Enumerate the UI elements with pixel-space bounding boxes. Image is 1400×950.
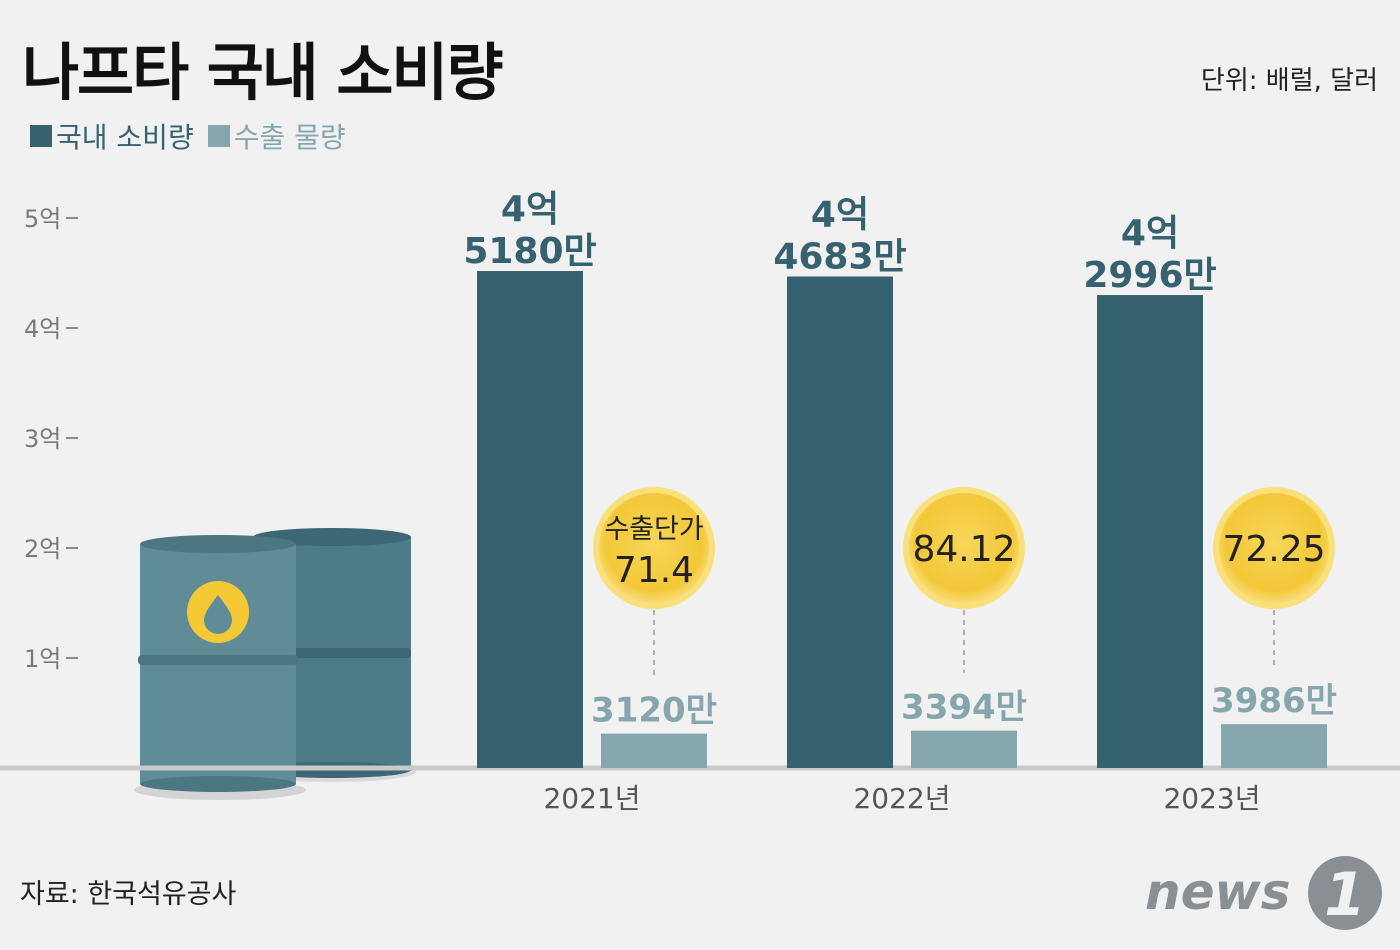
- bar-domestic-label-2: 2996만: [1083, 255, 1216, 296]
- bar-domestic: [1097, 295, 1203, 768]
- y-tick-label: 3억: [24, 425, 61, 453]
- x-tick-label: 2021년: [543, 782, 640, 815]
- bar-domestic-label-1: 4억: [1121, 213, 1179, 254]
- bar-domestic-label-1: 4억: [811, 194, 869, 235]
- price-caption: 수출단가: [604, 514, 703, 545]
- legend-label-domestic: 국내 소비량: [56, 121, 194, 154]
- source-label: 자료: 한국석유공사: [20, 879, 237, 910]
- news1-logo: news 1: [1145, 856, 1382, 930]
- y-tick-label: 4억: [24, 315, 61, 343]
- price-value: 84.12: [912, 529, 1015, 570]
- y-tick-label: 1억: [24, 645, 61, 673]
- oil-barrels-icon: [134, 528, 416, 800]
- legend-item-export: 수출 물량: [207, 116, 346, 156]
- y-tick-label: 2억: [24, 535, 61, 563]
- x-tick-label: 2022년: [853, 782, 950, 815]
- price-coin: [1219, 493, 1329, 603]
- legend: 국내 소비량 수출 물량: [30, 116, 360, 156]
- price-coin: [909, 493, 1019, 603]
- unit-label: 단위: 배럴, 달러: [1200, 66, 1378, 96]
- bar-domestic-label-2: 5180만: [463, 231, 596, 272]
- svg-text:news: news: [1145, 863, 1290, 921]
- bar-export-label: 3120만: [591, 691, 717, 731]
- bar-domestic-label-1: 4억: [501, 189, 559, 230]
- chart-title: 나프타 국내 소비량: [22, 36, 503, 109]
- bar-export: [601, 733, 707, 768]
- price-coin: [599, 493, 709, 603]
- bar-export-label: 3394만: [901, 688, 1027, 728]
- y-tick-label: 5억: [24, 205, 61, 233]
- svg-text:1: 1: [1324, 860, 1366, 930]
- price-value: 72.25: [1222, 529, 1325, 570]
- bar-domestic: [477, 271, 583, 768]
- bar-domestic: [787, 276, 893, 768]
- legend-label-export: 수출 물량: [233, 121, 346, 154]
- legend-swatch-domestic: [30, 125, 52, 147]
- bar-export-label: 3986만: [1211, 681, 1337, 721]
- x-tick-label: 2023년: [1163, 782, 1260, 815]
- legend-swatch-export: [207, 125, 230, 147]
- legend-item-domestic: 국내 소비량: [30, 116, 194, 156]
- price-value: 71.4: [614, 550, 694, 591]
- bar-domestic-label-2: 4683만: [773, 236, 906, 277]
- bar-export: [911, 730, 1017, 768]
- bar-export: [1221, 724, 1327, 768]
